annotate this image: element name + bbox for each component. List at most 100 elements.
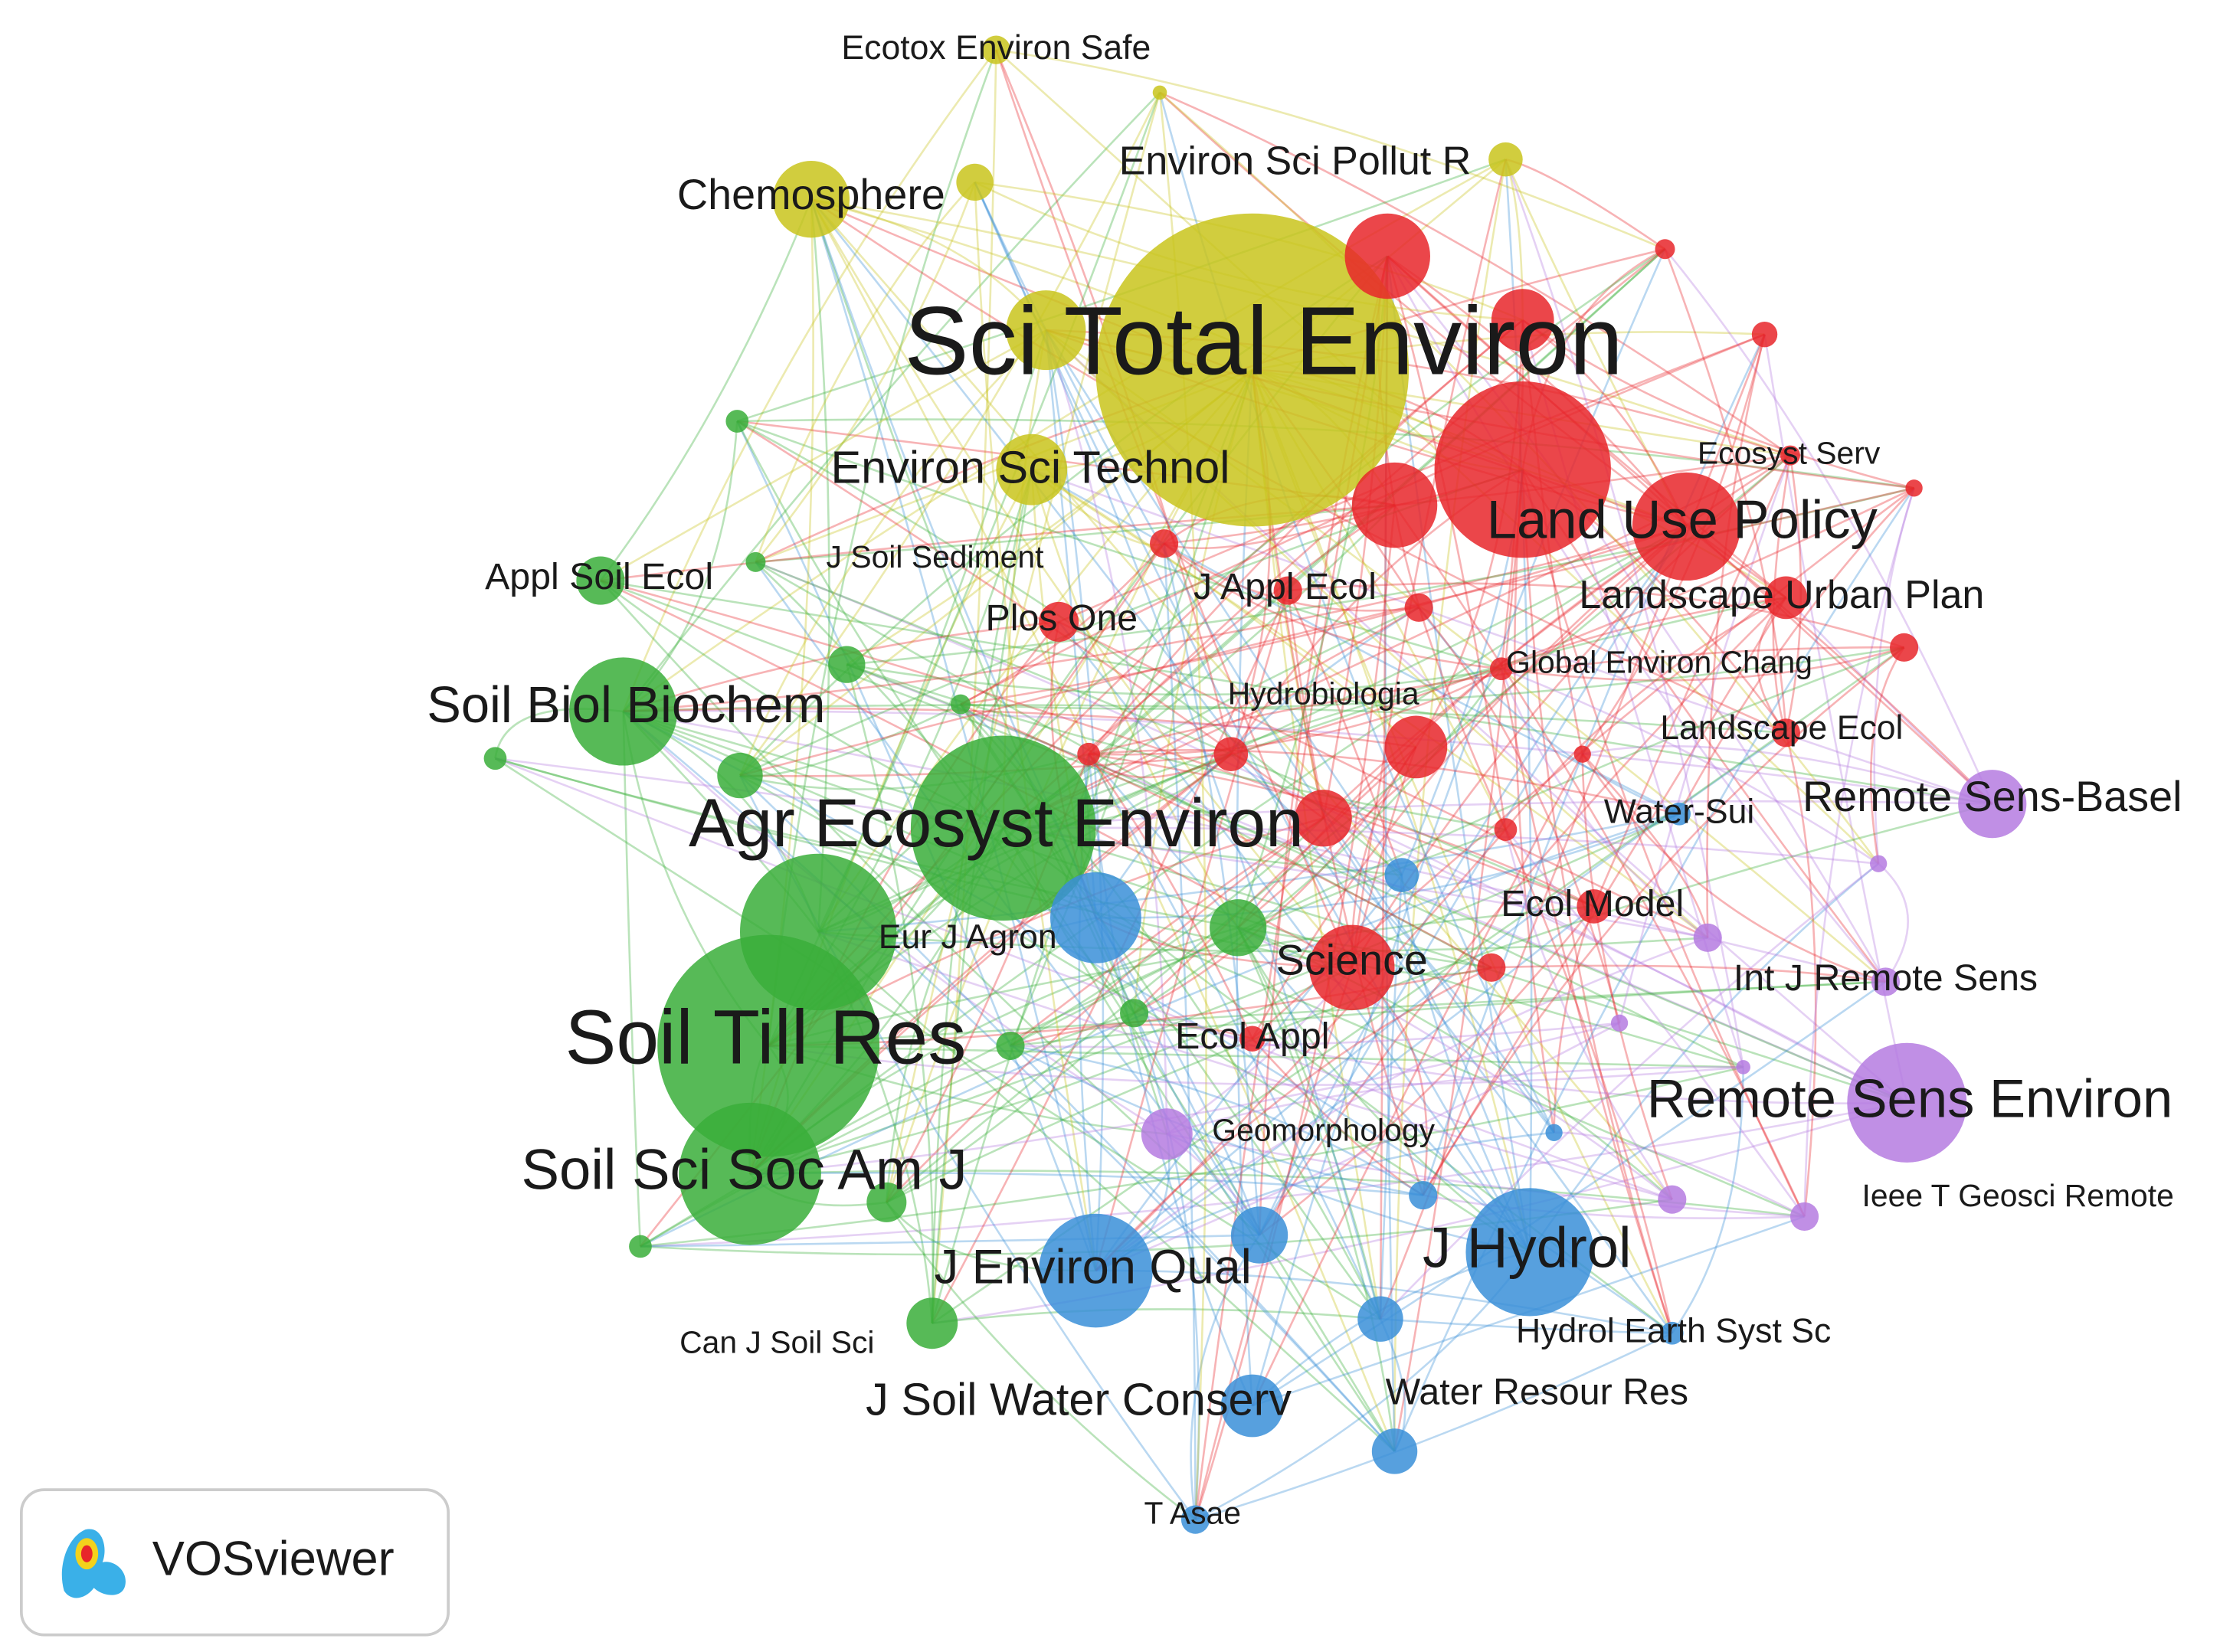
edge [846, 663, 1506, 831]
edge [1521, 469, 1674, 1334]
node [745, 551, 766, 572]
edge [622, 711, 1167, 1135]
node-label: Ecosyst Serv [1698, 435, 1881, 470]
node [1545, 1124, 1563, 1141]
node [956, 163, 994, 201]
edge [995, 49, 1353, 968]
edge [623, 704, 1786, 734]
edge [1089, 748, 1680, 815]
node-label: Soil Sci Soc Am J [521, 1137, 967, 1201]
edge [1163, 543, 1197, 1520]
edge [1003, 800, 1992, 829]
node-label: Plos One [986, 597, 1138, 639]
edge [1259, 905, 1595, 1236]
edge [1195, 1332, 1673, 1521]
node [1660, 1321, 1684, 1345]
node [1465, 1188, 1594, 1317]
edge [640, 1101, 1907, 1248]
node-label: Appl Soil Ecol [485, 556, 713, 597]
edge [1159, 91, 1791, 456]
edge [1166, 1066, 1744, 1135]
edge [1095, 1131, 1554, 1272]
edge [738, 92, 1161, 777]
edge [1581, 753, 1709, 938]
node [1789, 1202, 1819, 1232]
node [1490, 657, 1513, 681]
edge [755, 182, 976, 563]
edge [622, 710, 1396, 1452]
node-label: J Hydrol [1423, 1216, 1631, 1280]
edge [1237, 927, 1673, 1201]
edge [623, 525, 1687, 713]
edge [1003, 826, 1879, 865]
edge [1031, 468, 1993, 805]
node-label: Environ Sci Technol [831, 442, 1230, 493]
edge [1664, 248, 1787, 733]
node [1077, 742, 1100, 766]
logo-box: VOSviewer [20, 1488, 450, 1637]
edge [1418, 607, 1621, 1024]
node-label: Eur J Agron [879, 918, 1057, 956]
edge [1167, 1133, 1805, 1218]
node [950, 694, 971, 715]
node [1958, 770, 2027, 839]
edge [622, 711, 642, 1247]
edge [738, 329, 1047, 777]
edge [1528, 862, 1879, 1253]
edge [1010, 817, 1324, 1047]
edge [1618, 455, 1792, 1024]
node-label: Water-Sui [1604, 793, 1755, 830]
edge [1386, 256, 1531, 1253]
edge [1678, 487, 1915, 815]
edge [1010, 1022, 1620, 1048]
edge [1505, 829, 1806, 1218]
node [772, 161, 850, 238]
edge [1593, 455, 1792, 907]
node [1905, 479, 1923, 497]
edge [1521, 319, 1914, 489]
edge [1418, 607, 1680, 815]
node [1141, 1108, 1193, 1160]
edge [1003, 597, 1786, 829]
node [1049, 872, 1141, 963]
node [629, 1235, 652, 1258]
edge [640, 1066, 1744, 1248]
edge [1095, 813, 1680, 919]
edge [810, 198, 1097, 1271]
node [1658, 1185, 1687, 1214]
node [1295, 790, 1352, 847]
edge [1501, 668, 1879, 865]
node-label: Can J Soil Sci [679, 1324, 874, 1359]
edge [1010, 646, 1905, 1047]
edge [1031, 469, 1417, 748]
node-label: Land Use Policy [1487, 489, 1878, 549]
node-label: J Environ Qual [935, 1241, 1252, 1294]
edge [1706, 334, 1766, 938]
node-label: J Appl Ecol [1193, 566, 1377, 607]
node [1230, 1206, 1288, 1264]
edge [1873, 487, 1915, 864]
edge [1380, 862, 1879, 1320]
node [1736, 1060, 1750, 1075]
edge [810, 198, 1396, 1452]
node [1039, 1213, 1153, 1328]
node-label: Chemosphere [677, 171, 945, 218]
edge [1553, 905, 1595, 1133]
edge [1058, 621, 1531, 1253]
node [1371, 1428, 1418, 1474]
node-label: Soil Till Res [565, 994, 966, 1080]
node-label: Int J Remote Sens [1734, 957, 2038, 999]
edge [1133, 746, 1417, 1014]
edge [1785, 597, 1993, 805]
edge [1088, 753, 1531, 1253]
edge [1869, 646, 1905, 864]
edge [1133, 1012, 1200, 1520]
node [1573, 745, 1591, 763]
edge [768, 905, 1594, 1047]
node-label: Landscape Urban Plan [1579, 573, 1984, 617]
edge [755, 561, 1595, 908]
edge [818, 813, 1680, 934]
node [1384, 858, 1419, 892]
node [1610, 1014, 1629, 1032]
edge [1258, 525, 1688, 1236]
